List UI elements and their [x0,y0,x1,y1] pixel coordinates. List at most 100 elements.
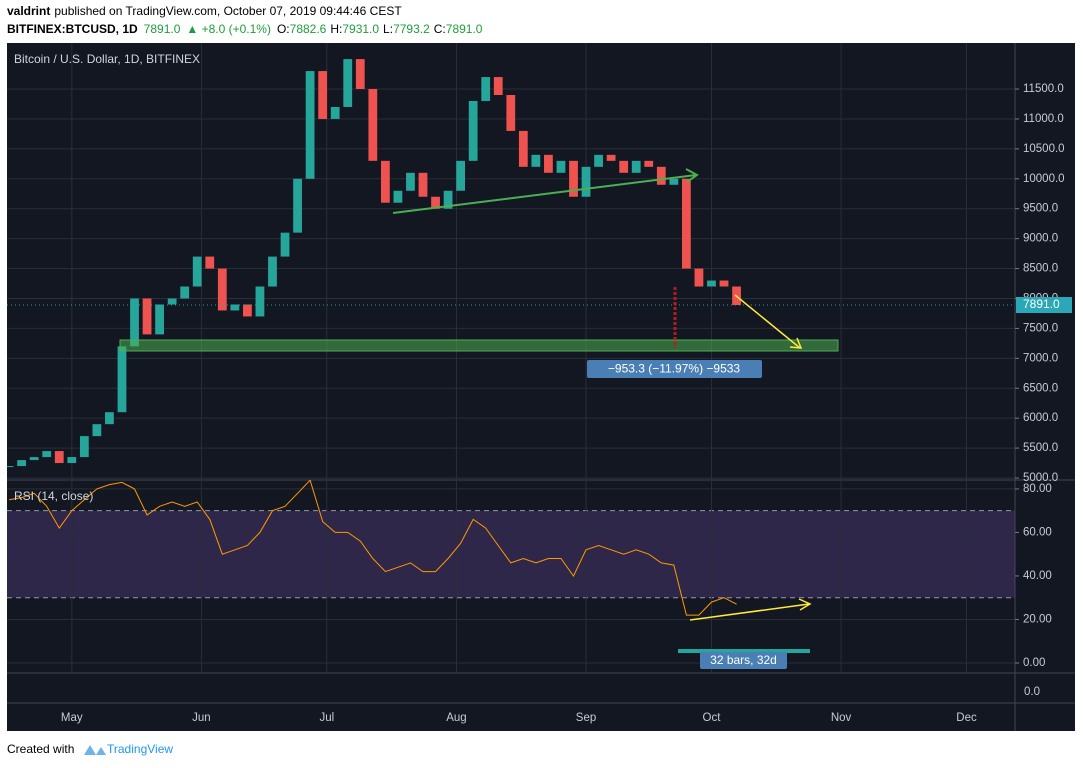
candle-body [67,457,77,464]
candle-body [167,298,177,305]
measure-box [587,360,762,378]
candle-body [644,160,654,167]
x-tick-label: Jun [192,712,211,724]
candle-body [217,268,227,311]
y-tick-label: 7500.0 [1023,322,1058,334]
plot-area [7,480,1015,673]
arrow-head [685,168,699,183]
candle-body [569,160,578,197]
brand-logo [84,745,106,755]
y-tick-label: 8500.0 [1023,263,1058,275]
drawings: −953.3 (−11.97%) −9533 32 bars, 32d [119,168,839,669]
published: published on TradingView.com, October 07… [54,4,402,18]
candle-body [305,71,315,179]
candle-body [92,424,102,437]
x-tick-label: May [61,712,83,724]
last-price-box [1016,297,1072,314]
ohlc-key: L: [383,22,393,36]
range-bar [678,649,810,653]
arrow-head [789,337,803,349]
candle-body [142,298,152,335]
candle-body [105,412,114,425]
candle-body [343,59,353,107]
y-tick-label: 11000.0 [1023,113,1064,125]
y-tick-label: 10000.0 [1023,173,1065,185]
candle-body [418,172,428,197]
ohlc-value: 7931.0 [342,22,379,36]
candle-body [631,160,641,173]
y-tick-label: 7000.0 [1023,352,1058,364]
candle-body [205,256,215,269]
x-tick-label: Jul [319,712,334,724]
candle-body [606,154,616,161]
projection-arrow[interactable] [734,294,801,349]
y-tick-label: 9500.0 [1023,203,1058,215]
candle-body [656,166,666,185]
candle-body [506,95,516,131]
candle-body [431,196,440,209]
support-zone[interactable] [119,339,839,352]
candle-body [330,106,340,119]
x-tick-label: Aug [446,712,466,724]
candle-body [468,100,478,161]
lower-panel-label: 0.0 [1024,686,1040,698]
candle-body [544,154,553,173]
footer-brand[interactable]: TradingView [107,742,173,756]
range-box [700,652,787,669]
ohlc-value: 7882.6 [290,22,327,36]
candle-body [243,304,252,317]
change: ▲ +8.0 (+0.1%) [186,22,271,36]
candle-body [79,436,89,458]
measure-label: −953.3 (−11.97%) −9533 [608,362,741,376]
candle-body [456,160,466,191]
rsi-title: RSI (14, close) [14,489,93,503]
candle-body [368,89,378,161]
candle-body [443,190,453,209]
candle-body [192,256,202,287]
symbol-line: BITFINEX:BTCUSD, 1D 7891.0 ▲ +8.0 (+0.1%) O… [7,22,483,36]
ohlc-key: C: [434,22,446,36]
y-tick-label: 9000.0 [1023,233,1058,245]
candle-body [393,190,403,203]
symbol: BITFINEX:BTCUSD, 1D [7,22,138,36]
x-tick-label: Nov [831,712,852,724]
candle-body [155,304,164,335]
candle-body [719,280,729,287]
candle-body [268,256,277,287]
ohlc-value: 7793.2 [393,22,430,36]
y-tick-label: 80.00 [1023,483,1052,495]
chart-title: Bitcoin / U.S. Dollar, 1D, BITFINEX [14,52,200,66]
candle-body [669,178,679,185]
y-tick-label: 6500.0 [1023,382,1058,394]
ohlc-value: 7891.0 [446,22,483,36]
chart-background [7,43,1075,731]
y-tick-label: 5000.0 [1023,472,1058,484]
candle-body [493,77,503,96]
y-tick-label: 40.00 [1023,570,1052,582]
ohlc-key: O: [277,22,290,36]
plot-layer: 5000.05500.06000.06500.07000.07500.08000… [7,43,1072,724]
trend-line[interactable] [392,174,697,214]
candle-body [619,160,629,173]
candle-body [594,154,603,167]
footer-text: Created with [7,742,74,756]
rsi-line [9,480,737,616]
candle-body [255,286,265,317]
author[interactable]: valdrint [7,4,50,18]
rsi-trend-arrow[interactable] [689,603,810,621]
candle-body [180,286,190,299]
candle-body [7,466,14,468]
candle-body [694,268,704,287]
y-tick-label: 5500.0 [1023,442,1058,454]
last-price-label: 7891.0 [1023,297,1060,311]
candle-body [318,71,328,119]
candle-body [54,451,64,464]
y-tick-label: 20.00 [1023,614,1052,626]
rsi-band [7,510,1015,598]
x-tick-label: Sep [576,712,596,724]
y-tick-label: 10500.0 [1023,143,1065,155]
plot-area [7,43,1015,480]
y-tick-label: 60.00 [1023,526,1052,538]
ohlc-key: H: [330,22,342,36]
candle-body [230,304,240,311]
